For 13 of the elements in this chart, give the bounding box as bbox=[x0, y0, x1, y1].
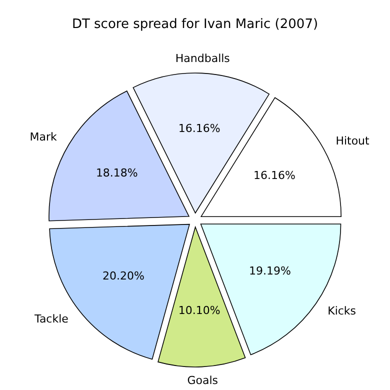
slice-label: Mark bbox=[30, 130, 58, 144]
slice-label: Hitout bbox=[336, 134, 370, 148]
data-label: 20.20% bbox=[102, 269, 144, 282]
data-label: 16.16% bbox=[254, 168, 296, 182]
slice-label: Kicks bbox=[328, 304, 356, 318]
data-label: 18.18% bbox=[96, 166, 138, 180]
data-label: 10.10% bbox=[178, 304, 220, 317]
slice-label: Handballs bbox=[175, 52, 230, 66]
chart-title: DT score spread for Ivan Maric (2007) bbox=[72, 17, 318, 32]
slice-label: Goals bbox=[187, 374, 218, 387]
data-label: 19.19% bbox=[248, 264, 291, 278]
slice-label: Tackle bbox=[34, 312, 69, 326]
data-label: 16.16% bbox=[178, 122, 220, 136]
